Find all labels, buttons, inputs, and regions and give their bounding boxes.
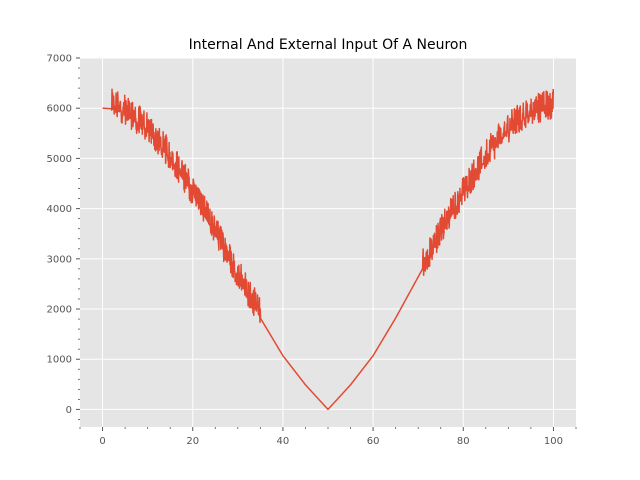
y-tick-label: 5000 — [47, 154, 72, 165]
x-tick-label: 20 — [186, 436, 199, 447]
x-tick-label: 100 — [544, 436, 563, 447]
grid-lines — [80, 57, 576, 427]
plot-area — [80, 58, 576, 427]
x-tick-label: 60 — [367, 436, 380, 447]
y-tick-label: 1000 — [47, 355, 72, 366]
x-tick-label: 40 — [277, 436, 290, 447]
y-tick-label: 7000 — [47, 54, 72, 65]
x-tick-label: 80 — [457, 436, 470, 447]
y-tick-label: 3000 — [47, 254, 72, 265]
series-line — [102, 88, 555, 411]
y-tick-label: 0 — [66, 405, 72, 416]
y-tick-label: 4000 — [47, 204, 72, 215]
chart-title: Internal And External Input Of A Neuron — [189, 37, 468, 53]
x-tick-label: 0 — [99, 436, 105, 447]
axis-ticks: 0 20 40 60 80 1000100020003000400050006000700… — [47, 54, 577, 447]
y-tick-label: 6000 — [47, 104, 72, 115]
series-group — [102, 88, 555, 411]
y-tick-label: 2000 — [47, 305, 72, 316]
